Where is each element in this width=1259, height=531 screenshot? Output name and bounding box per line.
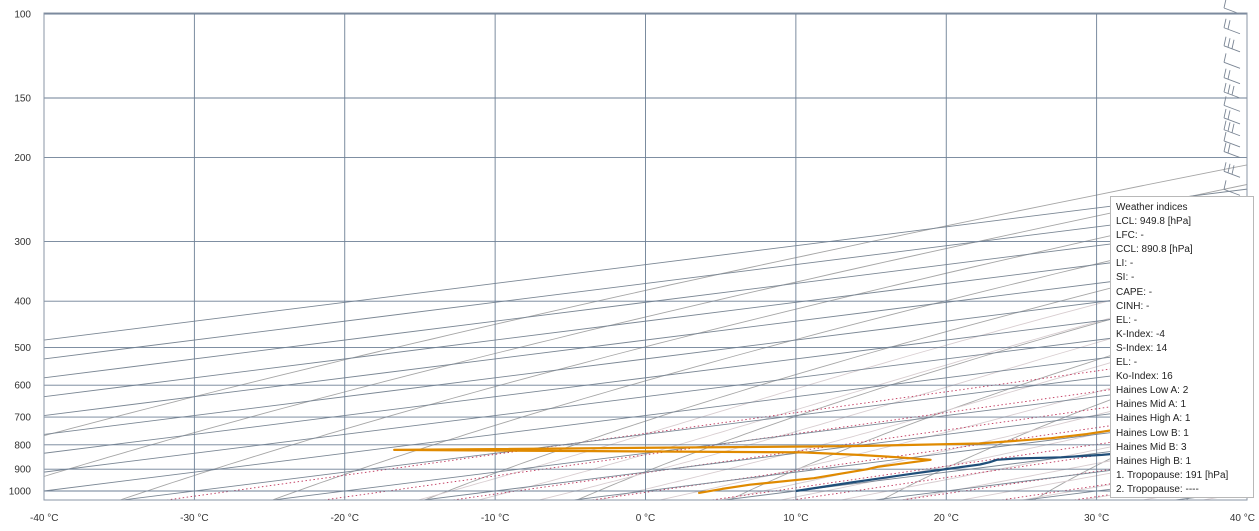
y-tick-label: 100 [14,10,31,21]
index-line: LFC: - [1116,230,1144,242]
dewpoint-profile-line [393,411,1247,495]
wind-barb [1223,68,1241,85]
dry-adiabat [44,164,1247,437]
wind-barb [1223,0,1241,15]
x-tick-labels: -40 °C -30 °C -20 °C -10 °C 0 °C 10 °C 20 °C 30… [30,513,1255,524]
index-line: 1. Tropopause: 191 [hPa] [1116,469,1229,481]
mixing-ratio-line [163,349,1247,500]
y-tick-label: 800 [14,440,31,451]
moist-adiabat [597,322,1247,500]
wind-barb [1223,131,1241,148]
y-tick-label: 1000 [9,487,32,498]
x-tick-label: 40 °C [1230,513,1255,524]
wind-barb [1223,120,1241,137]
index-line: 2. Tropopause: ---- [1116,483,1199,495]
index-line: CINH: - [1116,300,1150,312]
index-line: LCL: 949.8 [hPa] [1116,216,1192,228]
y-tick-label: 300 [14,237,31,248]
moist-adiabat [838,418,1247,500]
wind-barb [1223,53,1241,69]
indices-title: Weather indices [1116,202,1188,213]
x-tick-label: 10 °C [783,513,808,524]
index-line: K-Index: -4 [1116,328,1165,340]
mixing-ratio-line [708,422,1247,500]
x-tick-label: -40 °C [30,513,58,524]
skewed-isotherm [44,226,1247,379]
moist-adiabat [537,299,1247,500]
x-tick-label: -10 °C [481,513,509,524]
index-line: EL: - [1116,314,1138,326]
skewed-isotherm [419,396,1247,500]
y-tick-label: 400 [14,297,31,308]
wind-barb [1223,18,1241,35]
index-line: SI: - [1116,272,1135,284]
wind-barb [1223,180,1241,196]
x-tick-label: 20 °C [934,513,959,524]
skewed-isotherm [269,377,1247,500]
index-line: Haines Low B: 1 [1116,427,1189,439]
x-tick-label: -20 °C [331,513,359,524]
profile-series [393,411,1247,495]
x-tick-label: -30 °C [180,513,208,524]
y-tick-label: 150 [14,93,31,104]
y-tick-label: 900 [14,465,31,476]
index-line: Haines Mid A: 1 [1116,399,1187,411]
skewed-isotherm [44,301,1247,454]
weather-indices-panel: Weather indices LCL: 949.8 [hPa] LFC: - CC… [1110,196,1254,498]
index-line: CAPE: - [1116,286,1153,298]
skewed-isotherm [44,207,1247,360]
y-tick-label: 200 [14,153,31,164]
wind-barb [1223,162,1241,178]
y-tick-label: 500 [14,343,31,354]
wind-barb [1223,142,1241,159]
skewed-isotherm [44,282,1247,435]
wind-barb [1223,36,1241,53]
index-line: Haines Mid B: 3 [1116,441,1187,453]
index-line: Ko-Index: 16 [1116,371,1173,383]
wind-barb [1223,108,1241,125]
moist-adiabat [778,399,1247,500]
skewed-isotherm [119,358,1247,500]
wind-barb [1223,96,1241,112]
mixing-ratio-line [320,370,1247,500]
index-line: CCL: 890.8 [hPa] [1116,244,1193,256]
index-line: S-Index: 14 [1116,342,1168,354]
index-line: Haines High B: 1 [1116,455,1192,467]
indices-list: LCL: 949.8 [hPa] LFC: - CCL: 890.8 [hPa] LI… [1116,215,1253,497]
skewed-isotherm [44,320,1247,473]
index-line: EL: - [1116,357,1138,369]
skewed-isotherm [44,339,1247,492]
moist-adiabat [477,280,1247,500]
moist-adiabat [899,434,1247,500]
wind-barb [1223,82,1241,99]
x-tick-label: 30 °C [1084,513,1109,524]
skewed-isotherm [44,188,1247,341]
y-tick-label: 700 [14,413,31,424]
x-tick-label: 0 °C [636,513,656,524]
index-line: LI: - [1116,258,1134,270]
index-line: Haines High A: 1 [1116,413,1191,425]
temperature-profile-line [795,438,1247,493]
y-tick-label: 600 [14,381,31,392]
index-line: Haines Low A: 2 [1116,385,1189,397]
y-tick-labels: 100 150 200 300 400 500 600 700 800 900 1000 [9,10,32,498]
